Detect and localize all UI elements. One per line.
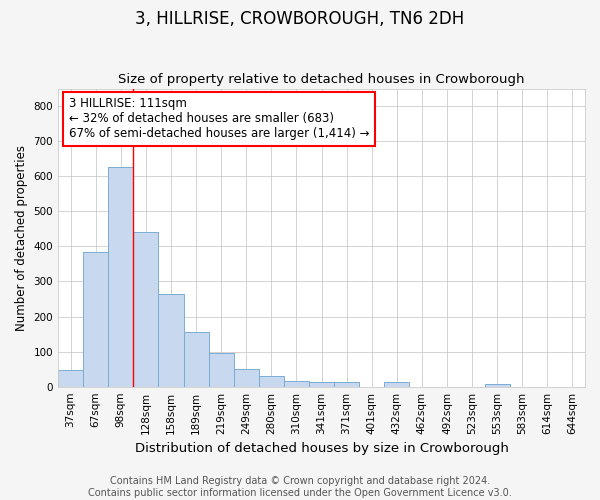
Bar [58,370,83,386]
Bar [384,382,409,386]
Bar [334,382,359,386]
Bar [309,382,334,386]
Y-axis label: Number of detached properties: Number of detached properties [15,144,28,330]
Bar [133,232,158,386]
Bar [233,369,259,386]
Bar [284,380,309,386]
Bar [259,376,284,386]
Text: Contains HM Land Registry data © Crown copyright and database right 2024.
Contai: Contains HM Land Registry data © Crown c… [88,476,512,498]
Bar [83,252,108,386]
Bar [184,332,209,386]
Bar [209,354,233,386]
Bar [485,384,510,386]
Text: 3, HILLRISE, CROWBOROUGH, TN6 2DH: 3, HILLRISE, CROWBOROUGH, TN6 2DH [136,10,464,28]
Text: 3 HILLRISE: 111sqm
← 32% of detached houses are smaller (683)
67% of semi-detach: 3 HILLRISE: 111sqm ← 32% of detached hou… [68,98,369,140]
Title: Size of property relative to detached houses in Crowborough: Size of property relative to detached ho… [118,73,525,86]
X-axis label: Distribution of detached houses by size in Crowborough: Distribution of detached houses by size … [134,442,508,455]
Bar [158,294,184,386]
Bar [108,168,133,386]
